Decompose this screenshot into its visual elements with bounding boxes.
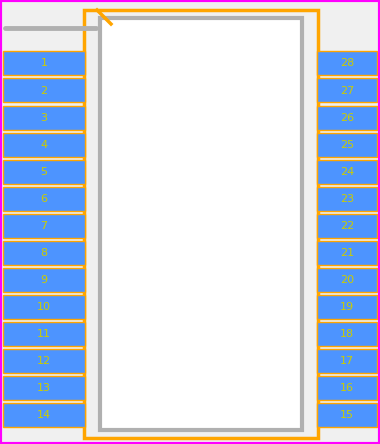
Text: 24: 24 xyxy=(340,166,354,177)
Bar xyxy=(317,403,377,427)
Text: 27: 27 xyxy=(340,86,354,95)
Bar xyxy=(317,52,377,75)
Text: 25: 25 xyxy=(340,139,354,150)
Bar xyxy=(317,106,377,130)
Text: 22: 22 xyxy=(340,221,354,230)
Text: 13: 13 xyxy=(37,382,51,392)
Bar xyxy=(3,52,85,75)
Text: 7: 7 xyxy=(40,221,48,230)
Bar xyxy=(317,241,377,265)
Bar xyxy=(3,79,85,103)
Bar xyxy=(3,349,85,373)
Bar xyxy=(84,10,318,438)
Bar xyxy=(3,321,85,345)
Bar xyxy=(317,294,377,318)
Text: 14: 14 xyxy=(37,409,51,420)
Text: 6: 6 xyxy=(41,194,48,203)
Bar xyxy=(317,214,377,238)
Text: 17: 17 xyxy=(340,356,354,365)
Text: 12: 12 xyxy=(37,356,51,365)
Bar xyxy=(317,132,377,156)
Bar xyxy=(3,106,85,130)
Text: 19: 19 xyxy=(340,301,354,312)
Text: 3: 3 xyxy=(41,112,48,123)
Bar xyxy=(317,159,377,183)
Text: 2: 2 xyxy=(40,86,48,95)
Text: 1: 1 xyxy=(41,59,48,68)
Bar xyxy=(317,186,377,210)
Text: 21: 21 xyxy=(340,247,354,258)
Text: 9: 9 xyxy=(40,274,48,285)
Bar xyxy=(3,214,85,238)
Bar xyxy=(3,294,85,318)
Bar xyxy=(3,186,85,210)
Text: 16: 16 xyxy=(340,382,354,392)
Text: 23: 23 xyxy=(340,194,354,203)
Bar xyxy=(317,376,377,400)
Bar xyxy=(317,349,377,373)
Bar xyxy=(317,79,377,103)
Bar xyxy=(3,267,85,292)
Text: 28: 28 xyxy=(340,59,354,68)
Bar xyxy=(100,18,302,430)
Text: 4: 4 xyxy=(40,139,48,150)
Text: 11: 11 xyxy=(37,329,51,338)
Text: 26: 26 xyxy=(340,112,354,123)
Text: 10: 10 xyxy=(37,301,51,312)
Text: 18: 18 xyxy=(340,329,354,338)
Bar xyxy=(3,159,85,183)
Bar xyxy=(3,376,85,400)
Bar xyxy=(317,267,377,292)
Bar xyxy=(317,321,377,345)
Text: 8: 8 xyxy=(40,247,48,258)
Text: 15: 15 xyxy=(340,409,354,420)
Bar xyxy=(3,403,85,427)
Text: 20: 20 xyxy=(340,274,354,285)
Bar xyxy=(3,132,85,156)
Text: 5: 5 xyxy=(41,166,48,177)
Bar xyxy=(3,241,85,265)
